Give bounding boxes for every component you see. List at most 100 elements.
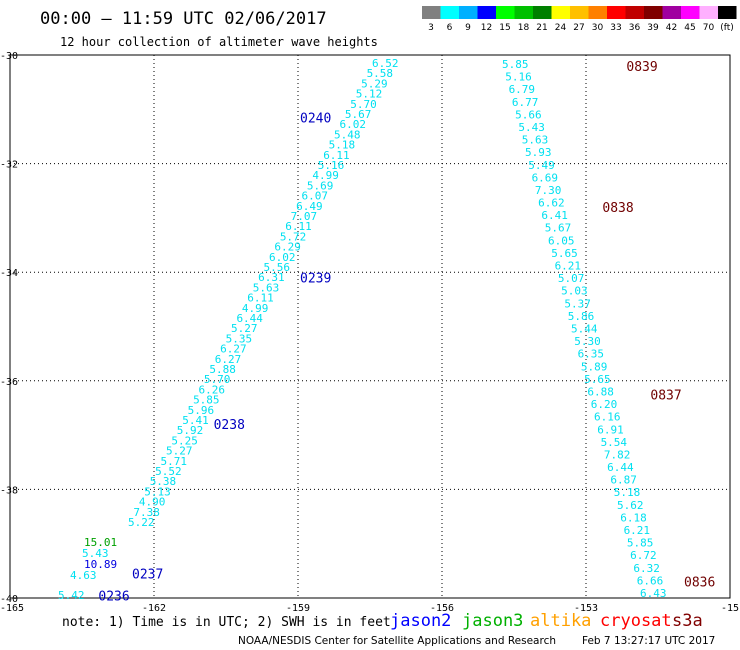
scale-label: 6 <box>447 23 453 33</box>
wave-height-value: 4.99 <box>242 302 269 315</box>
scale-swatch <box>514 6 533 19</box>
scale-swatch <box>440 6 459 19</box>
wave-height-value: 5.43 <box>82 547 109 560</box>
wave-height-value: 6.21 <box>624 524 651 537</box>
wave-height-value: 6.05 <box>548 234 575 247</box>
wave-height-value: 6.72 <box>630 549 657 562</box>
scale-swatch <box>681 6 700 19</box>
wave-height-value: 5.25 <box>171 434 198 447</box>
wave-height-value: 6.69 <box>532 171 559 184</box>
wave-height-value: 6.20 <box>591 398 618 411</box>
scale-swatch <box>607 6 626 19</box>
wave-height-value: 5.63 <box>253 281 280 294</box>
wave-height-value: 6.16 <box>594 411 621 424</box>
scale-swatch <box>570 6 589 19</box>
wave-height-value: 5.88 <box>209 363 236 376</box>
wave-height-value: 5.70 <box>204 373 231 386</box>
scale-label: 3 <box>428 23 434 33</box>
map-subtitle: 12 hour collection of altimeter wave hei… <box>60 35 378 49</box>
scale-swatch <box>625 6 644 19</box>
wave-height-value: 5.65 <box>584 373 611 386</box>
satellite-legend: jason2 jason3 altika cryosat s3a <box>390 611 703 631</box>
scale-label: 27 <box>573 23 584 33</box>
scale-swatch <box>459 6 478 19</box>
wave-height-value: 5.27 <box>231 322 258 335</box>
pass-time-label: 0837 <box>650 388 681 403</box>
wave-height-value: 5.96 <box>188 404 215 417</box>
scale-swatch <box>533 6 552 19</box>
wave-height-value: 6.21 <box>555 260 582 273</box>
wave-height-value: 5.67 <box>545 222 572 235</box>
wave-height-value: 5.85 <box>502 58 529 71</box>
wave-height-value: 6.35 <box>578 348 605 361</box>
wave-height-value: 5.54 <box>601 436 628 449</box>
lon-tick-label: -153 <box>574 603 598 614</box>
legend-cryosat: cryosat <box>600 611 672 631</box>
wave-height-value: 5.69 <box>307 179 334 192</box>
wave-height-value: 5.65 <box>551 247 578 260</box>
lat-tick-label: -36 <box>0 377 18 388</box>
scale-label: 33 <box>610 23 621 33</box>
scale-swatch <box>699 6 718 19</box>
pass-time-label: 0236 <box>98 589 129 604</box>
scale-label: 70 <box>703 23 715 33</box>
scale-swatch <box>718 6 737 19</box>
scale-swatch <box>422 6 441 19</box>
wave-height-value: 6.66 <box>637 574 664 587</box>
wave-height-value: 5.44 <box>571 323 598 336</box>
lon-tick-label: -165 <box>0 603 24 614</box>
pass-time-label: 0237 <box>132 568 163 583</box>
wave-height-value: 6.43 <box>640 587 667 600</box>
scale-swatch <box>551 6 570 19</box>
wave-height-value: 5.48 <box>334 128 361 141</box>
legend-jason3: jason3 <box>462 611 523 631</box>
wave-height-value: 5.89 <box>581 360 608 373</box>
wave-height-value: 4.63 <box>70 569 97 582</box>
wave-height-value: 5.49 <box>528 159 555 172</box>
wave-height-value: 5.29 <box>361 77 388 90</box>
wave-height-value: 5.70 <box>350 98 377 111</box>
wave-height-value: 5.52 <box>155 465 182 478</box>
wave-height-value: 5.07 <box>558 272 585 285</box>
wave-height-value: 5.93 <box>525 146 552 159</box>
scale-swatch <box>644 6 663 19</box>
wave-height-value: 5.43 <box>518 121 545 134</box>
wave-height-value: 6.11 <box>323 149 350 162</box>
wave-height-value: 7.07 <box>291 210 318 223</box>
scale-label: 39 <box>647 23 659 33</box>
wave-height-value: 5.58 <box>367 67 394 80</box>
scale-label: 18 <box>518 23 530 33</box>
wave-height-value: 4.90 <box>139 496 166 509</box>
wave-height-value: 6.41 <box>541 209 568 222</box>
wave-height-value: 5.72 <box>280 230 307 243</box>
pass-time-label: 0836 <box>684 576 715 591</box>
wave-height-value: 5.67 <box>345 108 372 121</box>
scale-label: 30 <box>592 23 604 33</box>
lat-tick-label: -40 <box>0 594 18 605</box>
lat-tick-label: -34 <box>0 268 18 279</box>
lat-tick-label: -38 <box>0 485 18 496</box>
wave-height-value: 7.30 <box>535 184 562 197</box>
lon-tick-label: -162 <box>142 603 166 614</box>
wave-height-value: 6.26 <box>198 383 225 396</box>
legend-altika: altika <box>530 611 591 631</box>
wave-height-value: 6.62 <box>538 197 565 210</box>
wave-height-value: 4.99 <box>312 169 339 182</box>
wave-height-value: 6.87 <box>610 474 637 487</box>
wave-height-value: 5.85 <box>627 537 654 550</box>
pass-time-label: 0238 <box>214 418 245 433</box>
footer-note: note: 1) Time is in UTC; 2) SWH is in fe… <box>62 615 391 630</box>
wave-height-value: 6.77 <box>512 96 539 109</box>
scale-swatch <box>496 6 515 19</box>
wave-height-value: 5.66 <box>515 108 542 121</box>
color-scale: 3 6 9 12 15 18 21 24 27 30 33 36 39 42 45 70 (ft) <box>422 6 737 33</box>
wave-height-value: 5.62 <box>617 499 644 512</box>
scale-label: 42 <box>666 23 677 33</box>
wave-height-value: 6.02 <box>269 251 296 264</box>
wave-height-value: 6.02 <box>339 118 366 131</box>
wave-height-value: 5.85 <box>193 394 220 407</box>
pass-time-label: 0839 <box>626 60 657 75</box>
scale-label: 9 <box>465 23 471 33</box>
wave-height-value: 6.11 <box>247 292 273 305</box>
